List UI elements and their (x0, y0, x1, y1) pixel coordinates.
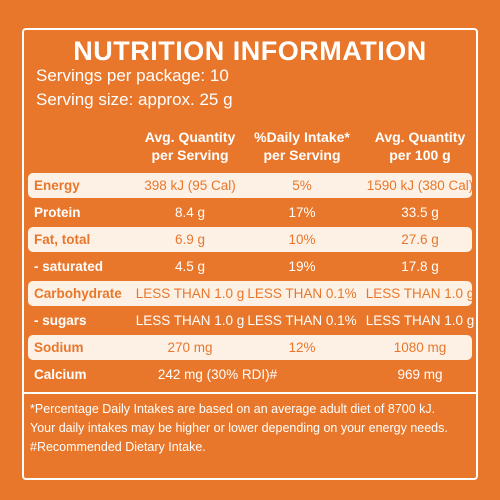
table-row: Carbohydrate LESS THAN 1.0 g LESS THAN 0.1… (28, 281, 474, 306)
table-row: Energy 398 kJ (95 Cal) 5% 1590 kJ (380 Cal) (28, 173, 473, 198)
column-header: Avg. Quantity per Serving (125, 128, 255, 164)
nutrient-label: Calcium (34, 367, 87, 382)
table-row: - saturated 4.5 g 19% 17.8 g (28, 254, 472, 279)
nutrient-label: Protein (34, 205, 81, 220)
nutrient-value: LESS THAN 1.0 g (135, 313, 245, 328)
label-border (22, 28, 478, 480)
footnote: #Recommended Dietary Intake. (30, 440, 206, 454)
table-row: Sodium 270 mg 12% 1080 mg (28, 335, 472, 360)
nutrient-label: - sugars (34, 313, 87, 328)
column-header: Avg. Quantity per 100 g (355, 128, 485, 164)
nutrient-value: LESS THAN 1.0 g (365, 313, 475, 328)
nutrient-value: LESS THAN 1.0 g (365, 286, 475, 301)
nutrient-value: 10% (288, 232, 316, 247)
nutrient-value: 1590 kJ (380 Cal) (366, 178, 474, 193)
nutrient-value: 6.9 g (174, 232, 206, 247)
title: NUTRITION INFORMATION (73, 36, 427, 66)
table-row: Fat, total 6.9 g 10% 27.6 g (28, 227, 472, 252)
nutrient-value: 270 mg (167, 340, 213, 355)
servings-line: Serving size: approx. 25 g (36, 90, 233, 109)
table-row: - sugars LESS THAN 1.0 g LESS THAN 0.1% LES… (28, 308, 474, 333)
nutrient-value: 17.8 g (401, 259, 439, 274)
header-line: per Serving (151, 147, 229, 163)
nutrient-value: LESS THAN 0.1% (247, 313, 357, 328)
table-row: Protein 8.4 g 17% 33.5 g (28, 200, 472, 225)
nutrient-value: 19% (288, 259, 316, 274)
nutrient-value: 8.4 g (174, 205, 206, 220)
nutrient-label: Carbohydrate (34, 286, 122, 301)
header-line: Avg. Quantity (144, 129, 236, 145)
nutrient-value: LESS THAN 1.0 g (135, 286, 245, 301)
footnote: *Percentage Daily Intakes are based on a… (30, 402, 436, 416)
nutrient-value: 33.5 g (401, 205, 439, 220)
header-line: Avg. Quantity (374, 129, 466, 145)
nutrient-value: 4.5 g (174, 259, 206, 274)
nutrient-label: - saturated (34, 259, 104, 274)
nutrient-label: Energy (34, 178, 80, 193)
nutrient-value: 398 kJ (95 Cal) (144, 178, 236, 193)
header-line: per Serving (263, 147, 341, 163)
nutrient-value: 1080 mg (393, 340, 447, 355)
nutrient-label: Fat, total (34, 232, 91, 247)
nutrient-value: 12% (288, 340, 316, 355)
header-line: per 100 g (389, 147, 451, 163)
servings-line: Servings per package: 10 (36, 66, 229, 85)
divider (22, 392, 478, 394)
nutrient-value: 242 mg (30% RDI)# (157, 367, 278, 382)
table-row: Calcium 242 mg (30% RDI)# 969 mg (28, 362, 472, 387)
nutrient-value: 27.6 g (401, 232, 439, 247)
nutrient-value: 5% (292, 178, 312, 193)
footnote: Your daily intakes may be higher or lowe… (30, 421, 448, 435)
nutrient-value: LESS THAN 0.1% (247, 286, 357, 301)
header-line: %Daily Intake* (254, 129, 350, 145)
nutrient-label: Sodium (34, 340, 84, 355)
column-header: %Daily Intake* per Serving (237, 128, 367, 164)
nutrient-value: 17% (288, 205, 316, 220)
nutrient-value: 969 mg (397, 367, 443, 382)
